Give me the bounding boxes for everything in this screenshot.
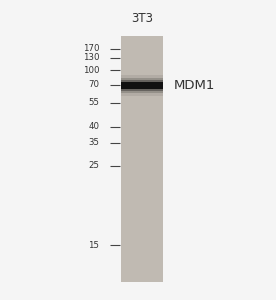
Text: 130: 130 [83, 53, 99, 62]
Bar [121, 82, 163, 89]
Bar [121, 36, 163, 282]
Text: 170: 170 [83, 44, 99, 53]
Bar [121, 77, 163, 82]
Text: 40: 40 [88, 122, 99, 131]
Text: MDM1: MDM1 [174, 79, 215, 92]
Text: 35: 35 [88, 138, 99, 147]
Text: 55: 55 [88, 98, 99, 107]
Bar [121, 80, 163, 82]
Bar [121, 89, 163, 93]
Bar [121, 89, 163, 95]
Text: 3T3: 3T3 [131, 13, 153, 26]
Bar [121, 89, 163, 91]
Text: 100: 100 [83, 66, 99, 75]
Text: 15: 15 [88, 241, 99, 250]
Text: 25: 25 [88, 161, 99, 170]
Text: 70: 70 [88, 80, 99, 89]
Bar [121, 76, 163, 82]
